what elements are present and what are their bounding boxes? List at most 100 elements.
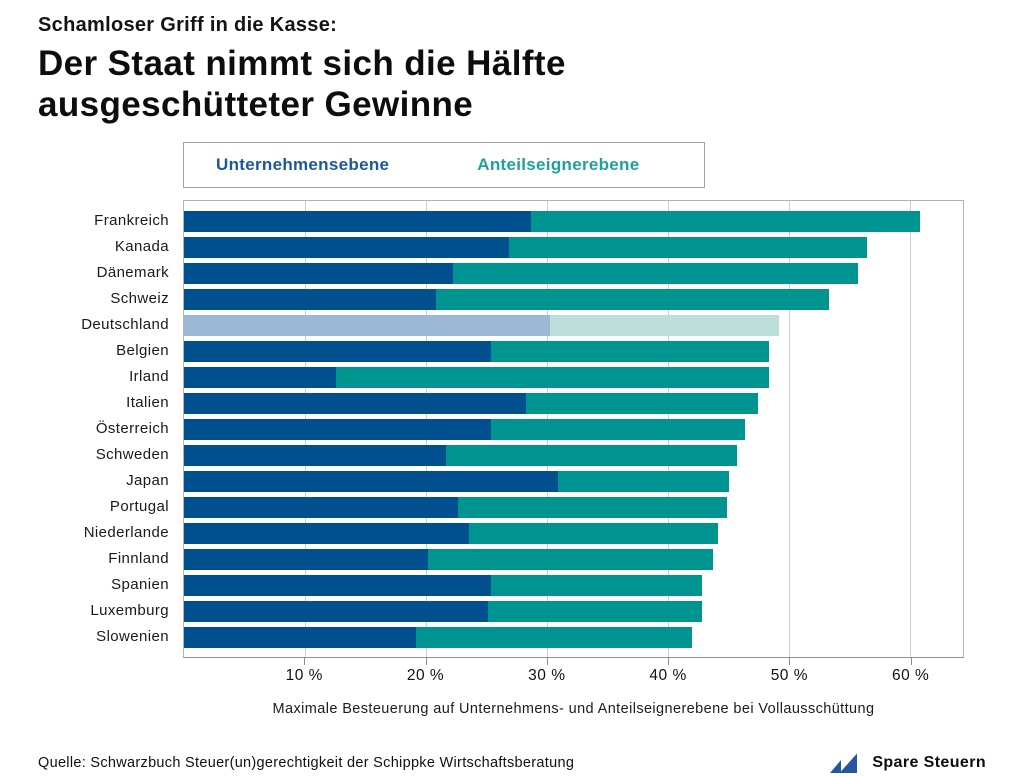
- kicker-text: Schamloser Griff in die Kasse:: [38, 14, 338, 36]
- bar-segment-anteilseignerebene: [468, 523, 718, 545]
- stacked-bar: [184, 471, 729, 493]
- bar-segment-anteilseignerebene: [458, 497, 728, 519]
- category-label-oesterreich: Österreich: [95, 420, 169, 438]
- x-tick-label: 60 %: [891, 666, 930, 684]
- stacked-bar: [184, 289, 830, 311]
- bar-segment-anteilseignerebene: [490, 419, 746, 441]
- category-label-kanada: Kanada: [114, 238, 169, 256]
- category-label-belgien: Belgien: [116, 342, 169, 360]
- bar-segment-unternehmensebene: [184, 211, 531, 233]
- gridline: [909, 200, 911, 657]
- chart-row-frankreich: [184, 209, 963, 235]
- tick-mark: [425, 657, 427, 665]
- bar-segment-anteilseignerebene: [557, 471, 729, 493]
- stacked-bar: [184, 627, 693, 649]
- bar-chart: Frankreich Kanada Dänemark Schweiz Deutschla…: [38, 199, 986, 658]
- bar-segment-unternehmensebene: [184, 601, 489, 623]
- stacked-bar: [184, 315, 780, 337]
- bar-segment-unternehmensebene: [184, 497, 459, 519]
- stacked-bar: [184, 523, 718, 545]
- brand-logo: Spare Steuern: [827, 751, 986, 776]
- bar-segment-unternehmensebene: [184, 445, 446, 467]
- category-label-deutschland: Deutschland: [81, 316, 169, 334]
- bar-segment-anteilseignerebene: [427, 549, 713, 571]
- plot-area: [183, 199, 964, 658]
- chart-row-deutschland: [184, 313, 963, 339]
- tick-mark: [546, 657, 548, 665]
- category-label-schweiz: Schweiz: [110, 290, 169, 308]
- tick-mark: [910, 657, 912, 665]
- chart-row-italien: [184, 391, 963, 417]
- stacked-bar: [184, 549, 713, 571]
- chart-row-spanien: [184, 573, 963, 599]
- stacked-bar: [184, 497, 728, 519]
- stacked-bar: [184, 237, 867, 259]
- stacked-bar: [184, 445, 737, 467]
- bar-segment-anteilseignerebene: [436, 289, 830, 311]
- chart-row-luxemburg: [184, 599, 963, 625]
- stacked-bar: [184, 419, 746, 441]
- bar-segment-unternehmensebene: [184, 315, 551, 337]
- stacked-bar: [184, 393, 758, 415]
- category-label-italien: Italien: [126, 394, 169, 412]
- chart-row-irland: [184, 365, 963, 391]
- bar-segment-anteilseignerebene: [530, 211, 921, 233]
- chart-row-portugal: [184, 495, 963, 521]
- bar-segment-anteilseignerebene: [453, 263, 859, 285]
- category-label-portugal: Portugal: [109, 498, 169, 516]
- bar-segment-anteilseignerebene: [488, 601, 702, 623]
- bar-segment-unternehmensebene: [184, 393, 526, 415]
- sailboat-sails-icon: [830, 753, 858, 773]
- category-label-luxemburg: Luxemburg: [90, 602, 169, 620]
- bar-segment-anteilseignerebene: [490, 575, 702, 597]
- bar-segment-unternehmensebene: [184, 237, 509, 259]
- x-tick-label: 20 %: [406, 666, 445, 684]
- category-label-spanien: Spanien: [111, 576, 169, 594]
- bar-segment-unternehmensebene: [184, 341, 491, 363]
- legend: Unternehmensebene Anteilseignerebene: [183, 141, 705, 188]
- category-label-finnland: Finnland: [108, 550, 169, 568]
- tick-mark: [789, 657, 791, 665]
- category-label-frankreich: Frankreich: [94, 212, 169, 230]
- stacked-bar: [184, 601, 702, 623]
- x-tick-label: 40 %: [649, 666, 687, 684]
- chart-row-niederlande: [184, 521, 963, 547]
- bar-segment-unternehmensebene: [184, 263, 454, 285]
- stacked-bar: [184, 263, 859, 285]
- legend-item-unternehmensebene: Unternehmensebene: [216, 154, 390, 174]
- tick-mark: [304, 657, 306, 665]
- stacked-bar: [184, 575, 702, 597]
- category-label-japan: Japan: [126, 472, 169, 490]
- chart-row-japan: [184, 469, 963, 495]
- bar-segment-anteilseignerebene: [335, 367, 769, 389]
- bar-segment-anteilseignerebene: [445, 445, 737, 467]
- category-label-irland: Irland: [129, 368, 169, 386]
- bar-segment-unternehmensebene: [184, 575, 491, 597]
- bar-segment-unternehmensebene: [184, 549, 428, 571]
- page-title: Der Staat nimmt sich die Hälfte ausgesch…: [38, 44, 566, 124]
- category-label-niederlande: Niederlande: [83, 524, 169, 542]
- chart-row-daenemark: [184, 261, 963, 287]
- legend-item-anteilseignerebene: Anteilseignerebene: [477, 154, 640, 174]
- stacked-bar: [184, 367, 769, 389]
- bar-segment-unternehmensebene: [184, 367, 336, 389]
- category-label-schweden: Schweden: [95, 446, 169, 464]
- chart-row-schweden: [184, 443, 963, 469]
- chart-row-oesterreich: [184, 417, 963, 443]
- bar-segment-anteilseignerebene: [550, 315, 780, 337]
- bar-segment-unternehmensebene: [184, 471, 558, 493]
- bar-segment-unternehmensebene: [184, 523, 469, 545]
- bar-segment-anteilseignerebene: [490, 341, 769, 363]
- chart-row-belgien: [184, 339, 963, 365]
- tick-mark: [668, 657, 670, 665]
- category-label-daenemark: Dänemark: [96, 264, 169, 282]
- brand-name: Spare Steuern: [872, 754, 986, 772]
- chart-row-finnland: [184, 547, 963, 573]
- bar-segment-anteilseignerebene: [415, 627, 693, 649]
- footer: Quelle: Schwarzbuch Steuer(un)gerechtigk…: [38, 751, 986, 776]
- x-tick-label: 50 %: [770, 666, 809, 684]
- category-label-slowenien: Slowenien: [96, 628, 169, 646]
- chart-row-schweiz: [184, 287, 963, 313]
- gridline: [788, 200, 790, 657]
